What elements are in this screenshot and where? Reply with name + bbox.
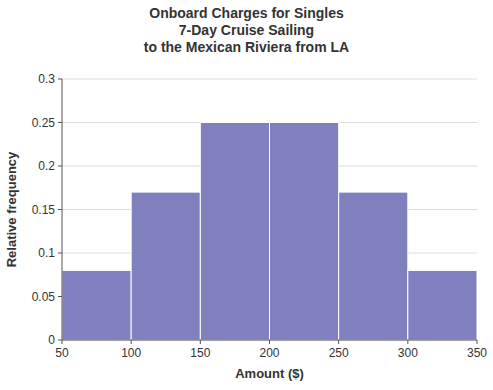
x-tick: [407, 340, 408, 344]
title-line: to the Mexican Riviera from LA: [144, 39, 349, 55]
y-tick-label: 0.25: [32, 116, 56, 130]
y-tick: [58, 122, 62, 123]
x-axis-label: Amount ($): [235, 366, 304, 381]
chart-container: Onboard Charges for Singles7-Day Cruise …: [0, 0, 493, 390]
y-tick: [58, 253, 62, 254]
y-tick: [58, 296, 62, 297]
histogram-bar: [339, 192, 408, 340]
title-line: Onboard Charges for Singles: [149, 5, 344, 21]
y-tick: [58, 79, 62, 80]
y-tick-label: 0.1: [38, 246, 55, 260]
chart-svg: Onboard Charges for Singles7-Day Cruise …: [0, 0, 493, 390]
y-axis-label: Relative frequency: [4, 151, 19, 267]
x-tick: [200, 340, 201, 344]
x-tick: [62, 340, 63, 344]
x-tick-label: 250: [329, 346, 349, 360]
y-tick-label: 0.15: [32, 203, 56, 217]
grid: [62, 79, 477, 340]
y-tick: [58, 340, 62, 341]
x-tick: [338, 340, 339, 344]
y-tick-label: 0.05: [32, 290, 56, 304]
histogram-bar: [408, 270, 477, 340]
x-tick-label: 50: [55, 346, 69, 360]
x-tick-label: 200: [259, 346, 279, 360]
x-tick-label: 100: [121, 346, 141, 360]
bars: [62, 123, 477, 341]
x-tick-label: 350: [467, 346, 487, 360]
histogram-bar: [200, 123, 269, 341]
histogram-bar: [62, 270, 131, 340]
histogram-bar: [131, 192, 200, 340]
grid-line: [62, 79, 477, 80]
x-tick-label: 150: [190, 346, 210, 360]
axes: 50 100 150 200 250 300 350 0 0.05 0.1 0.15 0.2 0.25 0…: [32, 72, 488, 360]
x-tick-label: 300: [398, 346, 418, 360]
y-tick: [58, 166, 62, 167]
chart-title: Onboard Charges for Singles7-Day Cruise …: [144, 5, 349, 55]
title-line: 7-Day Cruise Sailing: [179, 22, 314, 38]
x-tick: [131, 340, 132, 344]
y-tick-label: 0.3: [38, 72, 55, 86]
x-tick: [269, 340, 270, 344]
y-tick-label: 0: [48, 333, 55, 347]
y-tick: [58, 209, 62, 210]
y-tick-label: 0.2: [38, 159, 55, 173]
histogram-bar: [270, 123, 339, 341]
x-tick: [477, 340, 478, 344]
